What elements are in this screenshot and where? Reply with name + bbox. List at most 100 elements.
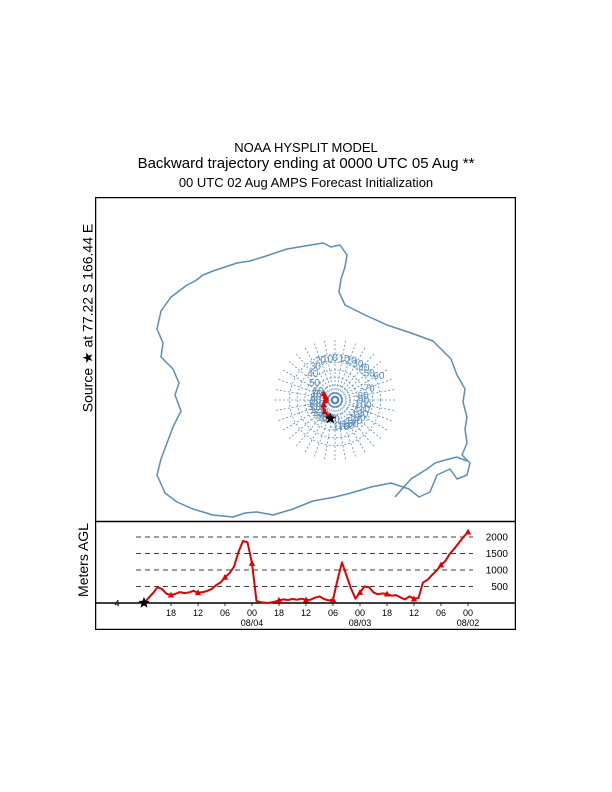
chart-title: Backward trajectory ending at 0000 UTC 0… xyxy=(137,155,475,172)
longitude-label: 120 xyxy=(310,405,327,416)
height-marker xyxy=(356,588,364,595)
chart-subtitle: 00 UTC 02 Aug AMPS Forecast Initializati… xyxy=(178,175,434,190)
date-label: 08/04 xyxy=(241,618,264,628)
time-tick-label: 06 xyxy=(328,608,338,618)
meridian-line xyxy=(313,401,335,459)
meridian-line xyxy=(294,352,335,399)
trajectory-path-layer xyxy=(320,390,337,424)
model-name: NOAA HYSPLIT MODEL xyxy=(234,140,378,155)
longitude-label: 90 xyxy=(310,396,322,407)
time-tick-label: 06 xyxy=(220,608,230,618)
latitude-circle xyxy=(304,369,366,431)
meridian-line xyxy=(336,400,383,441)
height-axis-label: Meters AGL xyxy=(75,523,91,597)
longitude-label: 0 xyxy=(332,353,338,364)
trajectory-marker xyxy=(320,401,327,408)
height-source-star xyxy=(138,596,150,608)
meridian-line xyxy=(335,346,367,399)
meridian-line xyxy=(336,368,389,400)
meridian-line xyxy=(287,359,334,400)
height-marker xyxy=(410,595,418,602)
meridian-line xyxy=(335,401,357,459)
longitude-label: 110 xyxy=(309,402,325,413)
date-label: 08/03 xyxy=(349,618,372,628)
time-tick-label: 18 xyxy=(274,608,284,618)
time-tick-label: 00 xyxy=(247,608,257,618)
time-tick-label: 00 xyxy=(355,608,365,618)
meridian-line xyxy=(336,400,394,422)
peninsula-coast xyxy=(394,456,468,498)
longitude-label: 70 xyxy=(311,389,323,400)
height-marker xyxy=(329,596,337,603)
height-marker xyxy=(302,596,310,603)
longitude-label: -20 xyxy=(342,356,357,367)
time-tick-label: 18 xyxy=(166,608,176,618)
longitude-label: 50 xyxy=(309,378,321,389)
source-star xyxy=(324,412,337,424)
height-marker xyxy=(248,559,256,566)
meridian-line xyxy=(323,339,335,399)
height-marker xyxy=(167,591,175,598)
meridian-line xyxy=(323,401,335,461)
meridian-line xyxy=(287,400,334,441)
longitude-label: -80 xyxy=(354,391,369,402)
meridian-line xyxy=(336,378,394,400)
longitude-label: -10 xyxy=(335,354,350,365)
meridian-line xyxy=(335,339,347,399)
height-marker xyxy=(275,596,283,603)
date-label: 08/02 xyxy=(457,618,480,628)
meridian-line xyxy=(303,346,335,399)
meridian-line xyxy=(336,400,389,432)
meridian-line xyxy=(336,400,396,412)
start-level-label: 4 xyxy=(114,599,119,609)
meridian-line xyxy=(335,401,376,448)
height-frame xyxy=(95,521,516,630)
time-tick-label: 06 xyxy=(436,608,446,618)
longitude-label: -170 xyxy=(330,422,350,433)
meridian-line xyxy=(336,388,396,400)
longitude-label: 40 xyxy=(307,369,319,380)
trajectory-map: -60-70-80-90-100-110-120-130-140-150-160… xyxy=(95,197,516,522)
height-marker xyxy=(437,561,445,568)
longitude-label: 140 xyxy=(314,410,331,421)
meridian-line xyxy=(335,341,357,399)
time-tick-label: 00 xyxy=(463,608,473,618)
source-location-label: Source ★ at 77.22 S 166.44 E xyxy=(79,223,96,413)
pole-marker-inner xyxy=(330,395,340,405)
meridian-line xyxy=(313,341,335,399)
longitude-label: -50 xyxy=(360,368,375,379)
longitude-label: -70 xyxy=(360,384,375,395)
longitude-label: 80 xyxy=(310,392,322,403)
latitude-circle xyxy=(288,353,381,446)
trajectory-marker xyxy=(320,390,328,397)
height-marker xyxy=(464,528,472,535)
longitude-label: -90 xyxy=(355,396,370,407)
longitude-label: 150 xyxy=(317,412,334,423)
height-tick-label: 2000 xyxy=(486,533,509,544)
lat-lon-grid: -60-70-80-90-100-110-120-130-140-150-160… xyxy=(273,338,397,462)
longitude-label: -160 xyxy=(334,421,354,432)
longitude-label: -100 xyxy=(351,400,371,411)
longitude-label: 30 xyxy=(310,362,322,373)
time-tick-label: 12 xyxy=(409,608,419,618)
longitude-label: -140 xyxy=(342,416,362,427)
height-tick-label: 1000 xyxy=(486,566,509,577)
longitude-label: 10 xyxy=(322,354,334,365)
meridian-line xyxy=(303,401,335,454)
latitude-circle xyxy=(296,361,374,439)
longitude-label: -110 xyxy=(351,405,371,416)
longitude-label: -60 xyxy=(370,371,385,382)
longitude-label: 20 xyxy=(315,356,327,367)
time-tick-label: 12 xyxy=(193,608,203,618)
height-series-line xyxy=(143,531,469,604)
height-marker xyxy=(194,589,202,596)
meridian-line xyxy=(335,352,376,399)
longitude-label: 100 xyxy=(308,399,325,410)
height-marker xyxy=(383,590,391,597)
time-tick-label: 12 xyxy=(301,608,311,618)
longitude-label: -120 xyxy=(348,409,368,420)
time-tick-label: 18 xyxy=(382,608,392,618)
longitude-label: 60 xyxy=(313,386,325,397)
